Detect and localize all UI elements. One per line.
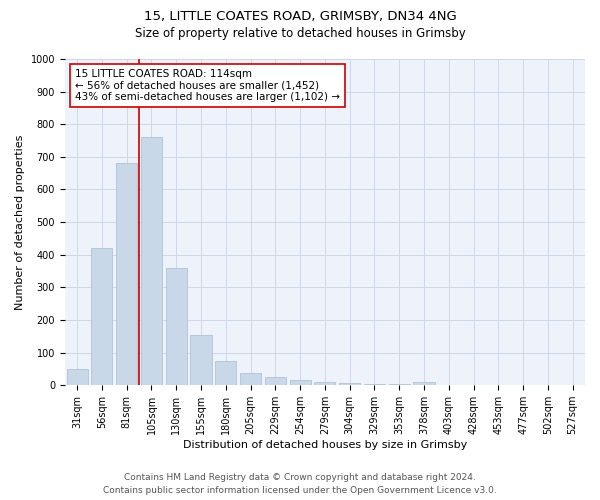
Text: Size of property relative to detached houses in Grimsby: Size of property relative to detached ho… [134, 28, 466, 40]
Text: 15, LITTLE COATES ROAD, GRIMSBY, DN34 4NG: 15, LITTLE COATES ROAD, GRIMSBY, DN34 4N… [143, 10, 457, 23]
Bar [413, 382, 434, 385]
Bar [215, 361, 236, 385]
Text: 15 LITTLE COATES ROAD: 114sqm
← 56% of detached houses are smaller (1,452)
43% o: 15 LITTLE COATES ROAD: 114sqm ← 56% of d… [75, 69, 340, 102]
Text: Contains HM Land Registry data © Crown copyright and database right 2024.
Contai: Contains HM Land Registry data © Crown c… [103, 474, 497, 495]
Bar [265, 377, 286, 385]
Bar [314, 382, 335, 385]
Bar [141, 138, 162, 385]
Bar [290, 380, 311, 385]
Bar [339, 383, 360, 385]
Bar [240, 373, 261, 385]
Y-axis label: Number of detached properties: Number of detached properties [15, 134, 25, 310]
Bar [190, 334, 212, 385]
Bar [91, 248, 112, 385]
Bar [389, 384, 410, 385]
Bar [364, 384, 385, 385]
Bar [67, 369, 88, 385]
Bar [116, 164, 137, 385]
X-axis label: Distribution of detached houses by size in Grimsby: Distribution of detached houses by size … [183, 440, 467, 450]
Bar [166, 268, 187, 385]
